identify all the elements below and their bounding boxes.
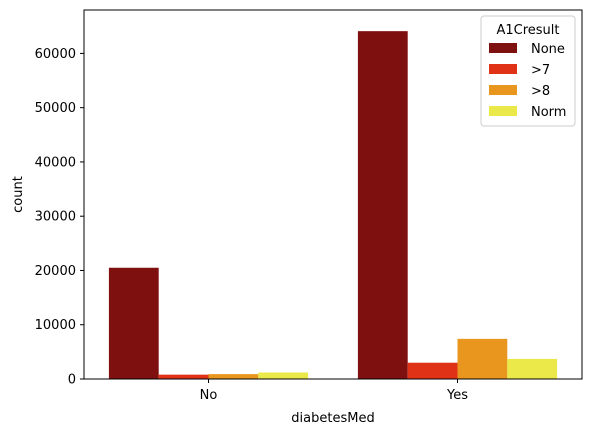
y-axis-label: count (11, 176, 26, 213)
y-tick-label: 0 (68, 373, 76, 388)
legend-title: A1Cresult (496, 23, 559, 38)
x-tick-label: No (200, 388, 218, 403)
legend-label: >7 (531, 63, 550, 78)
legend-items: None >7 >8 Norm (489, 42, 566, 120)
bar-7-no (158, 374, 209, 379)
legend: A1Cresult None >7 >8 Norm (480, 15, 576, 127)
y-tick-label: 40000 (35, 155, 76, 170)
bar-norm-no (258, 372, 309, 379)
x-tick-label: Yes (446, 388, 468, 403)
bar-norm-yes (507, 358, 558, 379)
y-tick-label: 20000 (35, 264, 76, 279)
legend-swatch (489, 43, 517, 53)
legend-swatch (489, 106, 517, 116)
legend-label: Norm (531, 105, 566, 120)
bars-group (108, 31, 558, 379)
legend-label: >8 (531, 84, 550, 99)
bar-none-yes (357, 31, 408, 379)
y-tick-label: 50000 (35, 101, 76, 116)
y-tick-label: 60000 (35, 47, 76, 62)
x-axis: No Yes (200, 379, 468, 403)
legend-swatch (489, 64, 517, 74)
bar-8-yes (457, 338, 508, 379)
bar-7-yes (407, 362, 458, 379)
bar-none-no (108, 267, 159, 379)
legend-label: None (531, 42, 565, 57)
y-tick-label: 30000 (35, 210, 76, 225)
y-axis: 0 10000 20000 30000 40000 50000 60000 (35, 47, 84, 388)
legend-swatch (489, 85, 517, 95)
y-tick-label: 10000 (35, 318, 76, 333)
plot-frame (83, 9, 583, 380)
x-axis-label: diabetesMed (291, 411, 374, 426)
bar-8-no (208, 374, 259, 379)
